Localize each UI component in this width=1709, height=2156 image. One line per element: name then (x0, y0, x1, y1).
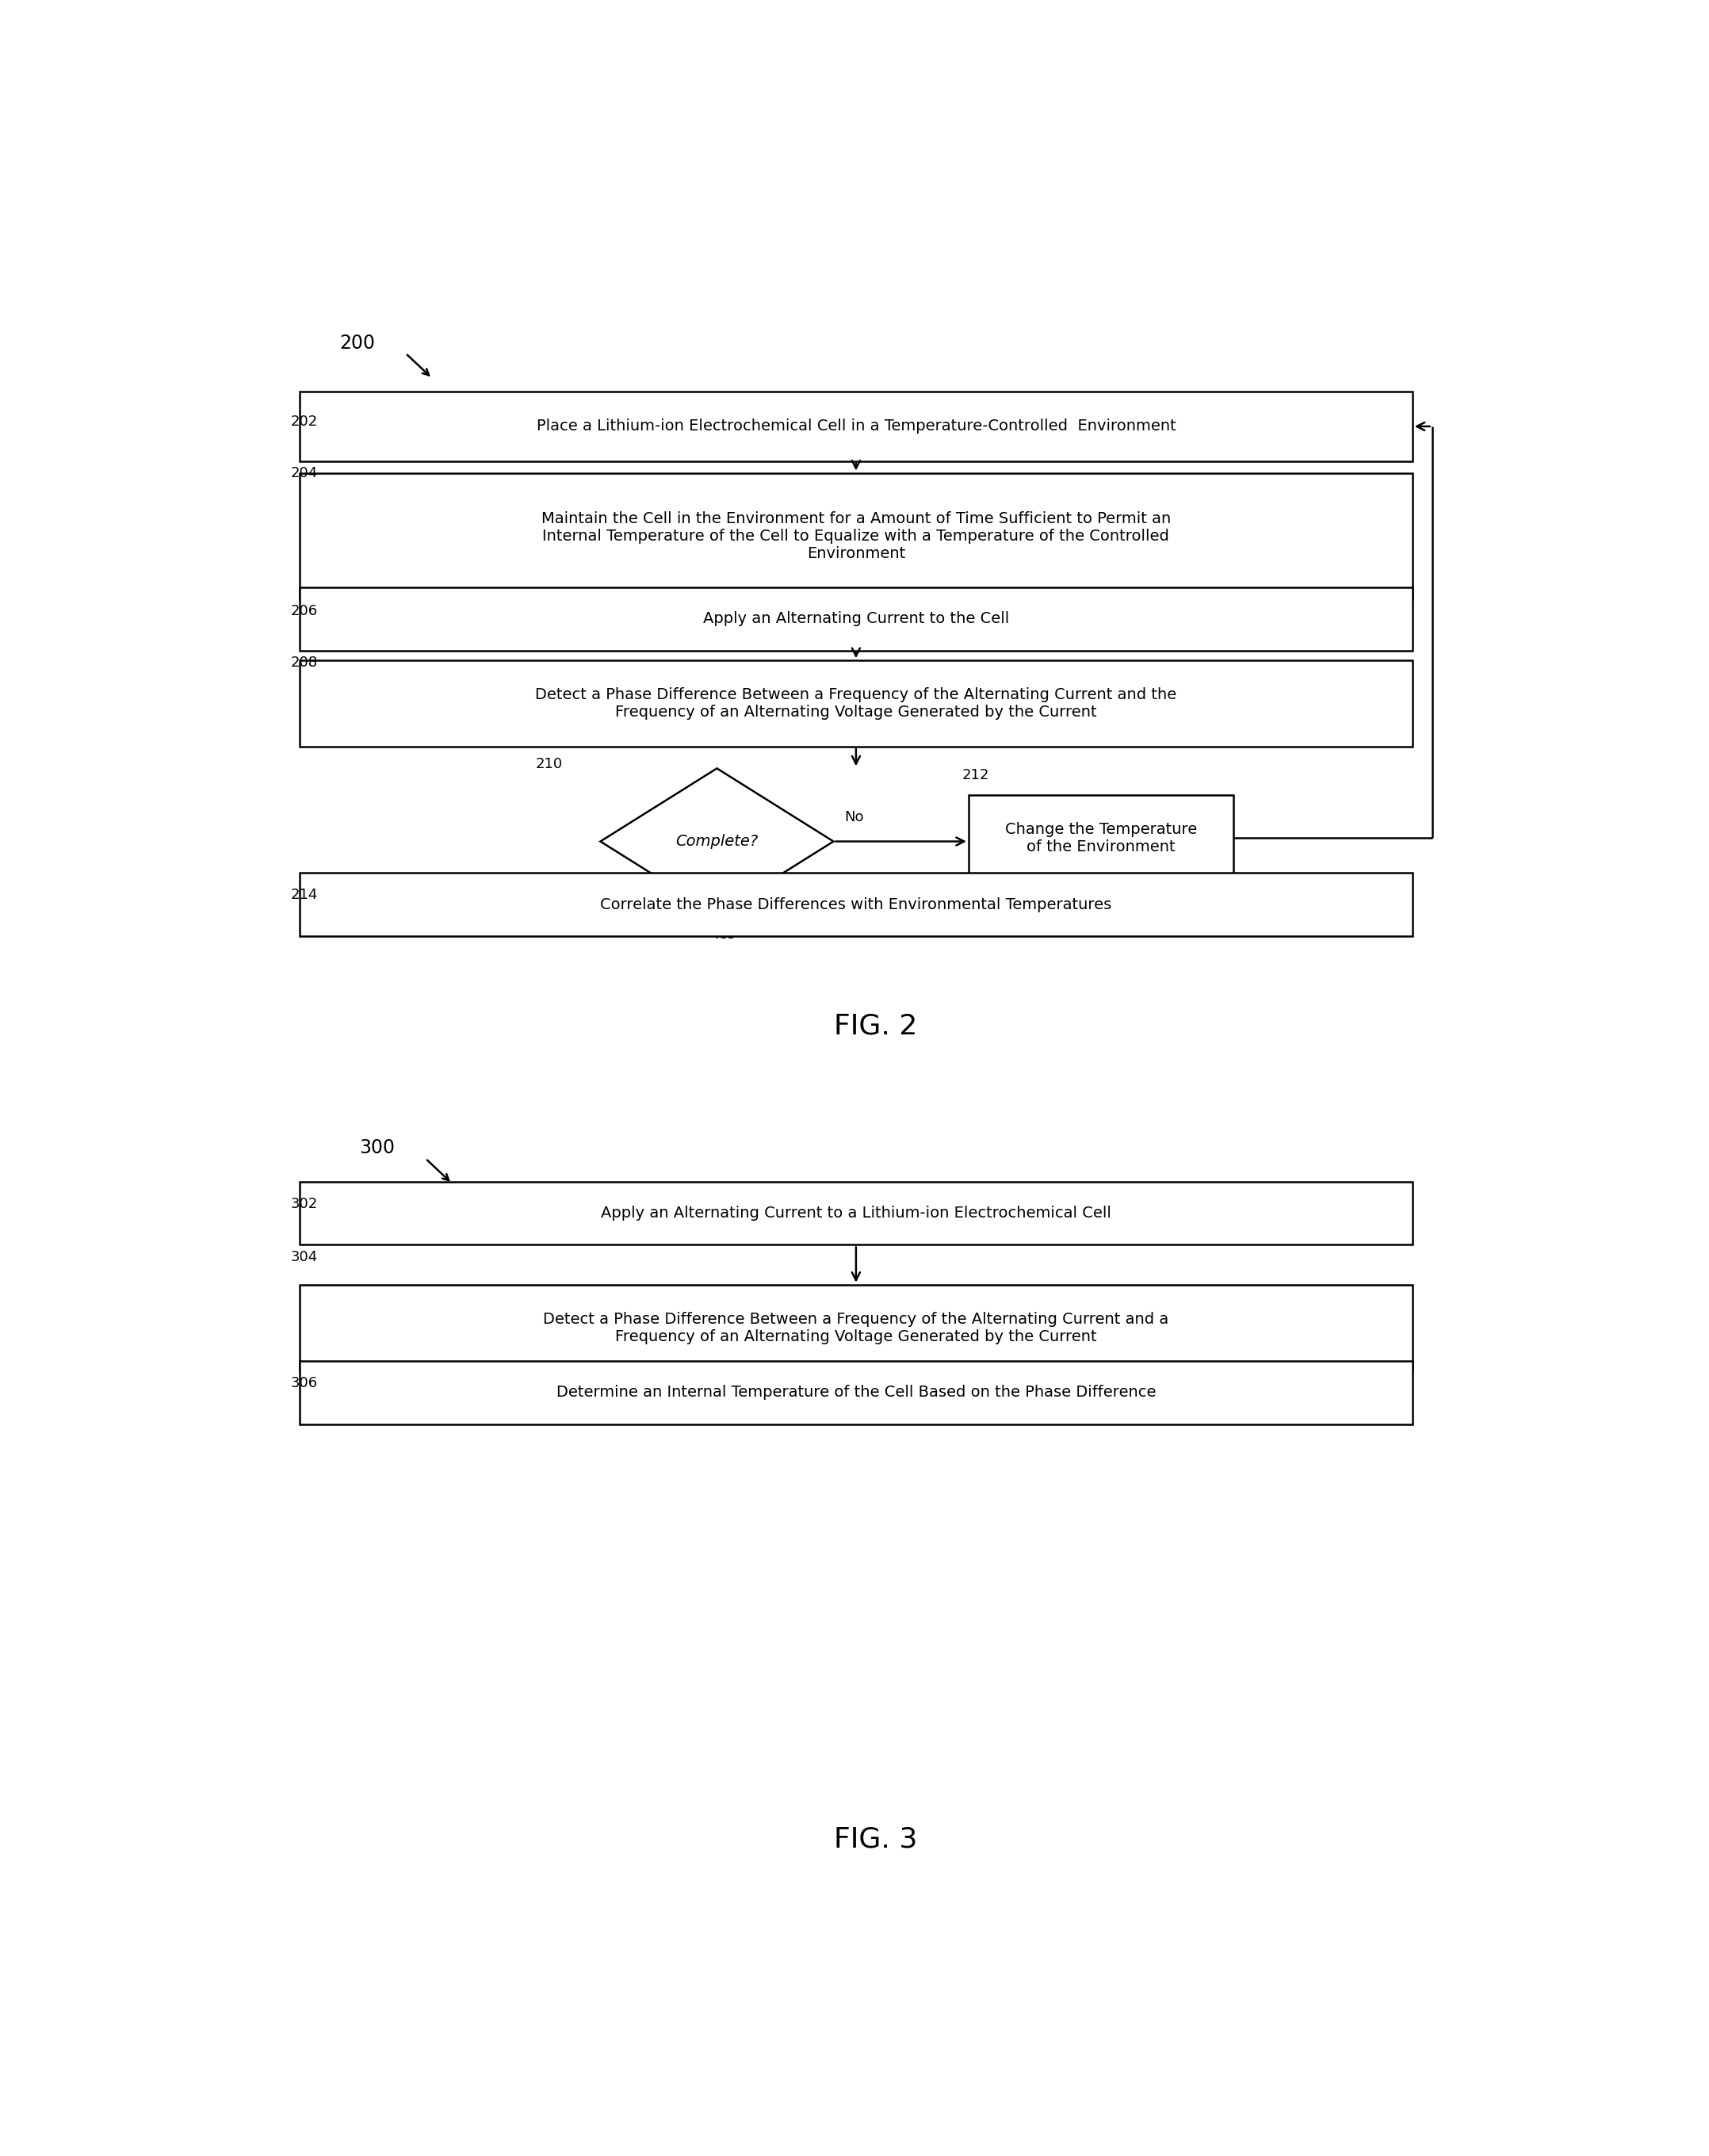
Text: Detect a Phase Difference Between a Frequency of the Alternating Current and a
F: Detect a Phase Difference Between a Freq… (543, 1311, 1169, 1343)
Text: 300: 300 (359, 1138, 395, 1158)
Text: 302: 302 (291, 1197, 318, 1212)
Text: FIG. 3: FIG. 3 (834, 1826, 918, 1852)
Text: No: No (844, 811, 863, 826)
FancyBboxPatch shape (299, 873, 1412, 936)
Text: 204: 204 (291, 466, 318, 481)
FancyBboxPatch shape (969, 796, 1234, 882)
Text: 306: 306 (291, 1376, 318, 1391)
FancyBboxPatch shape (299, 392, 1412, 461)
Text: Apply an Alternating Current to a Lithium-ion Electrochemical Cell: Apply an Alternating Current to a Lithiu… (602, 1205, 1111, 1220)
Text: Complete?: Complete? (675, 834, 759, 849)
FancyBboxPatch shape (299, 586, 1412, 651)
FancyBboxPatch shape (299, 472, 1412, 599)
Text: Yes: Yes (713, 927, 735, 942)
Text: 202: 202 (291, 414, 318, 429)
Text: 212: 212 (962, 768, 990, 783)
Text: Correlate the Phase Differences with Environmental Temperatures: Correlate the Phase Differences with Env… (600, 897, 1113, 912)
Text: Determine an Internal Temperature of the Cell Based on the Phase Difference: Determine an Internal Temperature of the… (555, 1384, 1155, 1399)
Text: Maintain the Cell in the Environment for a Amount of Time Sufficient to Permit a: Maintain the Cell in the Environment for… (542, 511, 1171, 561)
Text: Detect a Phase Difference Between a Frequency of the Alternating Current and the: Detect a Phase Difference Between a Freq… (535, 688, 1178, 720)
Text: 214: 214 (291, 888, 318, 901)
Text: FIG. 2: FIG. 2 (834, 1011, 918, 1039)
Text: Apply an Alternating Current to the Cell: Apply an Alternating Current to the Cell (702, 612, 1008, 627)
FancyBboxPatch shape (299, 1181, 1412, 1244)
Text: 200: 200 (340, 334, 374, 351)
Text: 210: 210 (535, 757, 562, 772)
Polygon shape (600, 768, 834, 914)
Text: Change the Temperature
of the Environment: Change the Temperature of the Environmen… (1005, 821, 1196, 854)
Text: Place a Lithium-ion Electrochemical Cell in a Temperature-Controlled  Environmen: Place a Lithium-ion Electrochemical Cell… (537, 418, 1176, 433)
Text: 206: 206 (291, 604, 318, 619)
Text: 208: 208 (291, 655, 318, 671)
FancyBboxPatch shape (299, 1360, 1412, 1425)
FancyBboxPatch shape (299, 660, 1412, 746)
FancyBboxPatch shape (299, 1285, 1412, 1371)
Text: 304: 304 (291, 1250, 318, 1263)
